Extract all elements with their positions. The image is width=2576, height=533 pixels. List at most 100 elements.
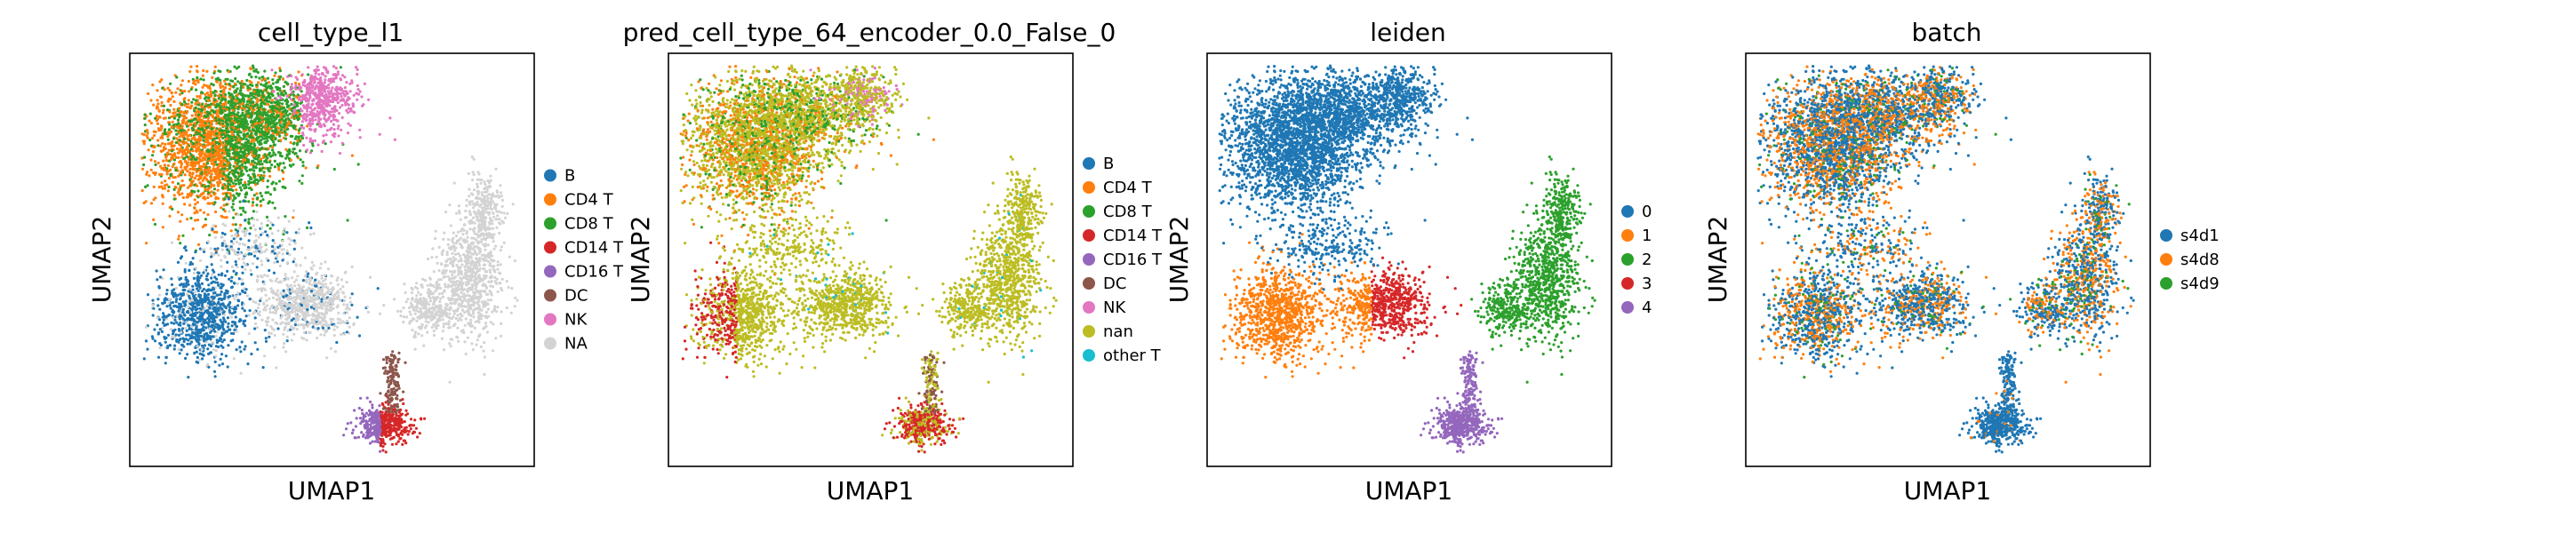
scatter-point	[185, 276, 188, 279]
scatter-point	[286, 155, 289, 157]
scatter-point	[156, 304, 159, 306]
scatter-point	[156, 107, 159, 109]
scatter-point	[271, 99, 274, 101]
scatter-point	[172, 288, 175, 290]
scatter-point	[240, 174, 243, 177]
scatter-point	[296, 112, 299, 115]
scatter-point	[314, 81, 316, 84]
scatter-point	[247, 112, 250, 115]
scatter-point	[271, 78, 274, 81]
scatter-point	[187, 310, 189, 313]
scatter-point	[180, 166, 182, 169]
scatter-point	[312, 98, 315, 100]
scatter-point	[284, 318, 287, 321]
scatter-point	[290, 141, 292, 144]
scatter-point	[169, 304, 172, 306]
scatter-point	[150, 169, 153, 171]
scatter-point	[268, 307, 271, 310]
scatter-point	[229, 179, 232, 182]
scatter-point	[302, 144, 305, 147]
scatter-point	[356, 316, 359, 319]
scatter-point	[255, 84, 258, 86]
scatter-point	[142, 163, 145, 166]
scatter-point	[245, 120, 248, 123]
scatter-point	[293, 147, 296, 150]
scatter-point	[340, 95, 343, 98]
scatter-point	[171, 141, 173, 144]
scatter-point	[292, 333, 295, 336]
scatter-point	[272, 311, 275, 314]
scatter-point	[268, 117, 270, 120]
scatter-point	[201, 353, 204, 355]
scatter-point	[235, 143, 237, 146]
scatter-point	[261, 76, 264, 78]
scatter-point	[295, 76, 298, 79]
scatter-point	[360, 95, 363, 98]
scatter-point	[146, 135, 148, 138]
scatter-point	[252, 128, 254, 131]
scatter-point	[319, 333, 322, 336]
scatter-point	[162, 322, 164, 324]
scatter-point	[288, 105, 291, 107]
scatter-point	[231, 172, 234, 175]
scatter-point	[304, 274, 307, 277]
scatter-point	[219, 181, 221, 184]
scatter-point	[356, 99, 358, 101]
scatter-point	[181, 79, 184, 82]
scatter-point	[160, 173, 163, 176]
scatter-point	[175, 133, 178, 136]
scatter-point	[225, 120, 228, 123]
scatter-point	[279, 152, 282, 155]
scatter-point	[213, 158, 216, 161]
scatter-point	[352, 323, 355, 326]
scatter-point	[195, 131, 197, 134]
scatter-point	[189, 139, 192, 142]
scatter-point	[222, 192, 225, 195]
scatter-point	[292, 124, 295, 127]
scatter-point	[167, 334, 170, 337]
scatter-point	[226, 151, 228, 154]
scatter-point	[343, 333, 346, 336]
scatter-point	[260, 116, 263, 119]
scatter-point	[164, 143, 166, 146]
scatter-point	[195, 143, 197, 146]
scatter-point	[227, 322, 229, 325]
scatter-point	[300, 337, 303, 339]
scatter-point	[180, 91, 183, 94]
scatter-point	[204, 163, 206, 166]
scatter-point	[200, 317, 203, 320]
scatter-point	[266, 323, 268, 326]
scatter-point	[317, 120, 320, 123]
scatter-point	[233, 298, 236, 300]
scatter-point	[248, 73, 251, 76]
scatter-point	[200, 182, 203, 185]
scatter-point	[252, 65, 254, 68]
scatter-point	[260, 142, 262, 145]
scatter-point	[347, 123, 349, 125]
scatter-point	[260, 147, 263, 149]
scatter-point	[276, 290, 279, 292]
scatter-point	[236, 171, 238, 173]
scatter-point	[180, 163, 183, 166]
scatter-point	[188, 171, 191, 174]
scatter-point	[263, 118, 266, 121]
scatter-point	[177, 323, 180, 326]
scatter-point	[151, 84, 154, 86]
scatter-point	[212, 341, 214, 344]
scatter-point	[224, 187, 227, 189]
scatter-point	[161, 142, 164, 145]
scatter-point	[278, 135, 281, 138]
scatter-point	[344, 296, 347, 298]
scatter-point	[274, 138, 276, 140]
scatter-point	[263, 70, 266, 73]
scatter-point	[236, 100, 238, 103]
scatter-point	[182, 285, 185, 288]
scatter-point	[341, 91, 344, 94]
scatter-point	[256, 197, 259, 200]
scatter-point	[267, 317, 269, 320]
panel-title-celltype: cell_type_l1	[258, 18, 404, 47]
scatter-point	[164, 163, 166, 166]
scatter-point	[188, 155, 191, 158]
scatter-point	[227, 316, 229, 319]
scatter-point	[205, 138, 208, 140]
